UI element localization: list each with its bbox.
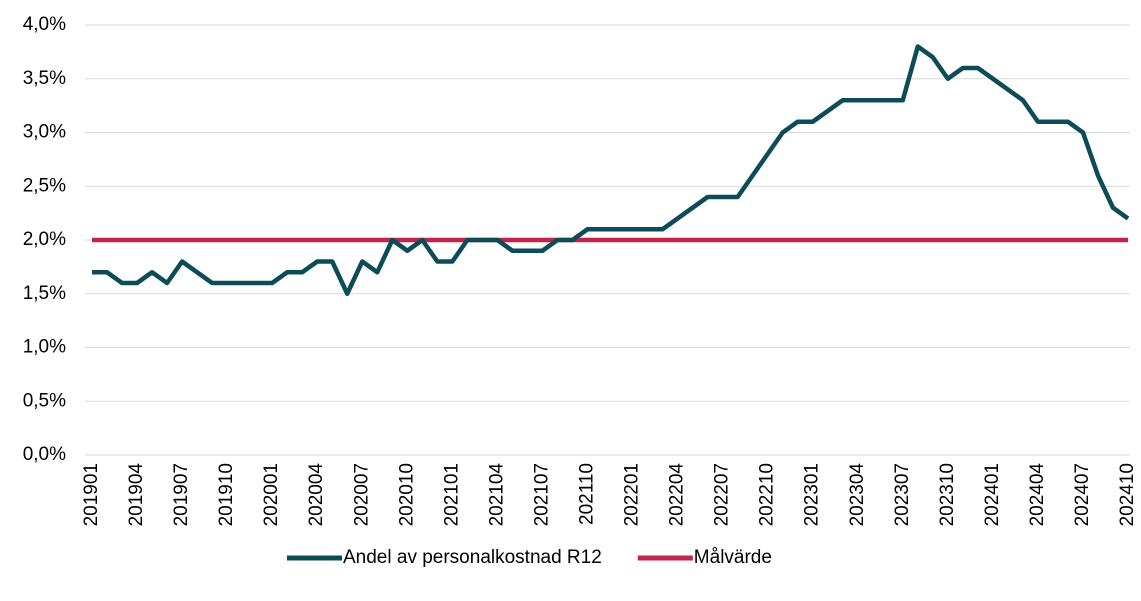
x-tick-label: 202307: [892, 463, 913, 526]
x-tick-label: 202310: [937, 463, 958, 526]
x-tick-label: 202204: [667, 463, 688, 527]
legend-label: Andel av personalkostnad R12: [343, 547, 602, 568]
y-tick-label: 1,0%: [23, 337, 66, 358]
x-tick-label: 202107: [531, 463, 552, 526]
x-tick-label: 202404: [1027, 463, 1048, 527]
x-tick-label: 202401: [982, 463, 1003, 526]
y-tick-label: 0,0%: [23, 444, 66, 465]
x-tick-label: 201907: [171, 463, 192, 526]
x-tick-label: 202407: [1072, 463, 1093, 526]
y-tick-label: 0,5%: [23, 390, 66, 411]
x-tick-label: 202304: [847, 463, 868, 527]
x-tick-label: 202210: [757, 463, 778, 526]
x-tick-label: 202104: [486, 463, 507, 527]
x-tick-label: 202010: [396, 463, 417, 526]
series-line: [92, 44, 1130, 296]
x-tick-label: 202207: [712, 463, 733, 526]
y-tick-label: 2,0%: [23, 229, 66, 250]
x-tick-label: 202001: [261, 463, 282, 526]
x-tick-label: 202301: [802, 463, 823, 526]
x-tick-label: 201901: [81, 463, 102, 526]
x-tick-label: 202101: [441, 463, 462, 526]
x-tick-label: 202004: [306, 463, 327, 527]
x-tick-label: 202110: [576, 463, 597, 525]
y-tick-label: 4,0%: [23, 14, 66, 35]
y-tick-label: 3,5%: [23, 68, 66, 89]
y-tick-label: 2,5%: [23, 175, 66, 196]
x-tick-label: 202201: [622, 463, 643, 526]
x-tick-label: 201910: [216, 463, 237, 526]
legend-label: Målvärde: [694, 547, 772, 568]
x-tick-label: 201904: [126, 463, 147, 527]
y-tick-label: 3,0%: [23, 122, 66, 143]
x-tick-label: 202007: [351, 463, 372, 526]
x-tick-label: 202410: [1117, 463, 1138, 526]
y-tick-label: 1,5%: [23, 283, 66, 304]
